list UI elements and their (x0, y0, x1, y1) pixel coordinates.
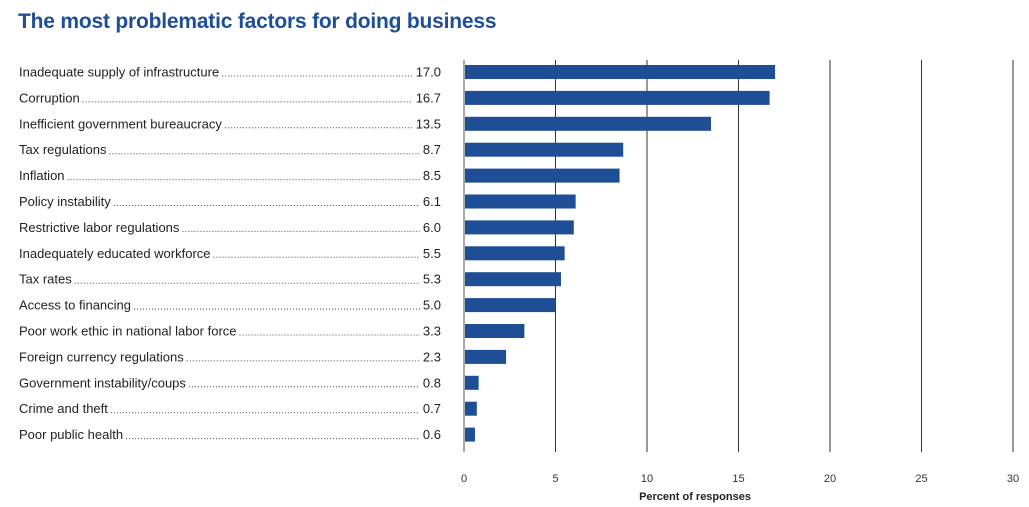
category-label: Access to financing (19, 298, 131, 313)
x-axis-title: Percent of responses (639, 491, 751, 503)
category-label: Inefficient government bureaucracy (19, 116, 222, 131)
bar (465, 142, 624, 157)
bar (465, 298, 556, 313)
x-tick-label: 25 (915, 473, 927, 485)
bar (465, 272, 561, 287)
chart-title: The most problematic factors for doing b… (18, 10, 497, 33)
data-label: 8.5 (423, 168, 441, 183)
category-label: Poor public health (19, 427, 123, 442)
data-label: 0.8 (423, 375, 441, 390)
data-label: 6.1 (423, 194, 441, 209)
x-tick-label: 15 (732, 473, 744, 485)
bar (465, 168, 620, 183)
bar (465, 246, 565, 261)
x-tick-label: 20 (824, 473, 836, 485)
category-label: Inadequately educated workforce (19, 246, 211, 261)
x-tick-label: 30 (1007, 473, 1019, 485)
bar (465, 401, 477, 416)
x-tick-label: 10 (641, 473, 653, 485)
data-label: 17.0 (416, 65, 441, 80)
bar (465, 324, 525, 338)
data-label: 2.3 (423, 349, 441, 364)
data-label: 13.5 (416, 116, 441, 131)
bar (465, 375, 479, 390)
bar (465, 65, 776, 79)
category-label: Restrictive labor regulations (19, 220, 180, 235)
data-label: 5.0 (423, 298, 441, 313)
bar (465, 116, 712, 131)
category-label: Foreign currency regulations (19, 349, 184, 364)
category-label: Policy instability (19, 194, 111, 209)
x-tick-label: 0 (461, 473, 467, 485)
bar (465, 90, 770, 105)
data-label: 5.3 (423, 272, 441, 287)
category-label: Inadequate supply of infrastructure (19, 65, 219, 80)
category-label: Inflation (19, 168, 65, 183)
bar (465, 349, 507, 364)
category-label: Poor work ethic in national labor force (19, 324, 237, 339)
bar (465, 194, 576, 209)
category-label: Government instability/coups (19, 375, 186, 390)
data-label: 5.5 (423, 246, 441, 261)
data-label: 0.6 (423, 427, 441, 442)
bar (465, 220, 574, 235)
data-label: 0.7 (423, 401, 441, 416)
category-label: Tax regulations (19, 142, 107, 157)
data-label: 8.7 (423, 142, 441, 157)
bar (465, 427, 475, 442)
x-tick-label: 5 (552, 473, 558, 485)
category-label: Crime and theft (19, 401, 108, 416)
data-label: 16.7 (416, 90, 441, 105)
category-label: Tax rates (19, 272, 72, 287)
data-label: 6.0 (423, 220, 441, 235)
data-label: 3.3 (423, 324, 441, 339)
category-label: Corruption (19, 90, 80, 105)
